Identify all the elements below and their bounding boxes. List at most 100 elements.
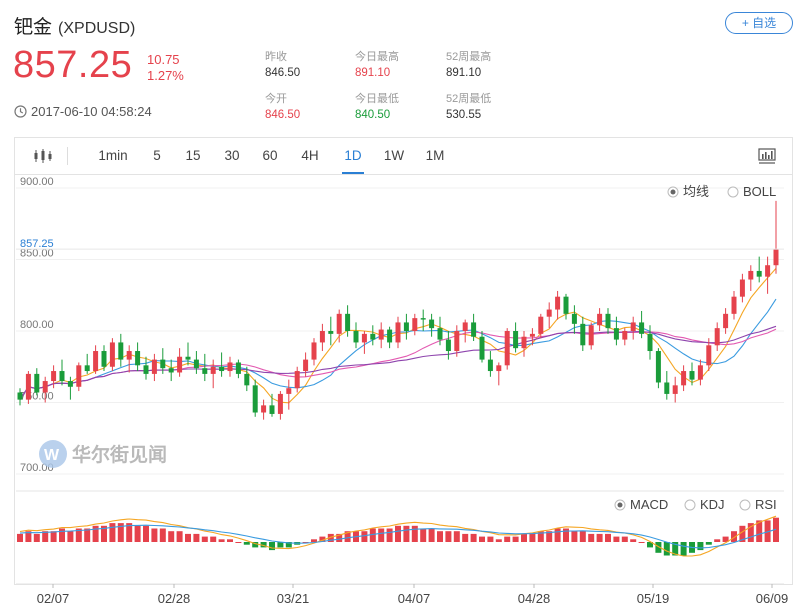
candle[interactable]: [336, 313, 342, 334]
candle[interactable]: [193, 359, 199, 369]
main-indicator-option-label[interactable]: BOLL: [743, 184, 776, 199]
period-tab[interactable]: 60: [262, 148, 278, 163]
candle[interactable]: [286, 388, 292, 394]
candlestick-type-icon[interactable]: [33, 148, 53, 164]
candle[interactable]: [84, 365, 90, 372]
main-indicator-option-label[interactable]: 均线: [683, 184, 709, 199]
candle[interactable]: [168, 368, 174, 373]
candle[interactable]: [664, 382, 670, 394]
candle[interactable]: [613, 328, 619, 340]
candle[interactable]: [185, 356, 191, 360]
candle[interactable]: [319, 331, 325, 343]
candle[interactable]: [177, 356, 183, 373]
candle[interactable]: [588, 325, 594, 346]
candle[interactable]: [109, 342, 115, 367]
candle[interactable]: [462, 322, 468, 331]
candle[interactable]: [412, 318, 418, 331]
candle[interactable]: [697, 365, 703, 380]
candle[interactable]: [403, 322, 409, 331]
period-tab[interactable]: 1D: [342, 138, 364, 174]
candle[interactable]: [429, 319, 435, 329]
candle[interactable]: [504, 331, 510, 366]
candle[interactable]: [244, 373, 250, 386]
candle[interactable]: [605, 313, 611, 329]
period-tab[interactable]: 15: [185, 148, 201, 163]
candle[interactable]: [714, 328, 720, 346]
candle[interactable]: [773, 249, 779, 266]
sub-indicator-radio[interactable]: [684, 499, 696, 511]
candle[interactable]: [479, 336, 485, 360]
sub-indicator-option-label[interactable]: KDJ: [700, 497, 725, 512]
candle[interactable]: [706, 345, 712, 366]
period-tab[interactable]: 5: [153, 148, 161, 163]
sub-indicator-option-label[interactable]: RSI: [755, 497, 777, 512]
sub-indicator-option-label[interactable]: MACD: [630, 497, 668, 512]
candle[interactable]: [269, 405, 275, 414]
candle[interactable]: [471, 322, 477, 337]
candle[interactable]: [378, 329, 384, 340]
candle[interactable]: [311, 342, 317, 360]
candle[interactable]: [34, 373, 40, 393]
candle[interactable]: [496, 365, 502, 372]
candle[interactable]: [546, 309, 552, 317]
candle[interactable]: [395, 322, 401, 343]
candle[interactable]: [387, 329, 393, 343]
candle[interactable]: [353, 331, 359, 343]
candle[interactable]: [437, 328, 443, 340]
candle[interactable]: [17, 392, 23, 400]
candle[interactable]: [42, 381, 48, 393]
candle[interactable]: [202, 368, 208, 374]
candle[interactable]: [126, 351, 132, 360]
candle[interactable]: [571, 313, 577, 324]
candle[interactable]: [160, 359, 166, 369]
candle[interactable]: [277, 393, 283, 414]
candle[interactable]: [521, 336, 527, 349]
candle[interactable]: [765, 265, 771, 277]
candle[interactable]: [420, 318, 426, 320]
candle[interactable]: [639, 322, 645, 334]
candle[interactable]: [538, 316, 544, 334]
candle[interactable]: [689, 371, 695, 380]
candle[interactable]: [25, 373, 31, 400]
candle[interactable]: [210, 366, 216, 374]
candle[interactable]: [723, 313, 729, 329]
candle[interactable]: [630, 322, 636, 331]
period-tab[interactable]: 1W: [383, 148, 405, 163]
candle[interactable]: [756, 270, 762, 277]
candle[interactable]: [748, 270, 754, 280]
candle[interactable]: [529, 333, 535, 337]
candle[interactable]: [445, 339, 451, 352]
candle[interactable]: [681, 371, 687, 386]
candle[interactable]: [67, 381, 73, 387]
candle[interactable]: [303, 359, 309, 372]
candle[interactable]: [597, 313, 603, 326]
candle[interactable]: [563, 296, 569, 314]
candle[interactable]: [739, 279, 745, 297]
candle[interactable]: [731, 296, 737, 314]
add-watchlist-button[interactable]: + 自选: [725, 12, 793, 34]
candle[interactable]: [51, 371, 57, 382]
candle[interactable]: [487, 359, 493, 372]
candle[interactable]: [219, 366, 225, 372]
candle[interactable]: [235, 362, 241, 374]
period-tab[interactable]: 30: [224, 148, 240, 163]
candle[interactable]: [361, 333, 367, 343]
chart-settings-icon[interactable]: [758, 148, 776, 165]
candle[interactable]: [454, 331, 460, 352]
candle[interactable]: [370, 333, 376, 340]
candle[interactable]: [151, 359, 157, 374]
candle[interactable]: [513, 331, 519, 349]
candle[interactable]: [135, 351, 141, 366]
candle[interactable]: [647, 333, 653, 352]
candle[interactable]: [76, 365, 82, 387]
candle[interactable]: [93, 351, 99, 372]
candle[interactable]: [555, 296, 561, 310]
candle[interactable]: [294, 371, 300, 389]
candle[interactable]: [252, 385, 258, 413]
candle[interactable]: [622, 331, 628, 340]
main-indicator-radio[interactable]: [727, 186, 739, 198]
candle[interactable]: [101, 351, 107, 367]
candle[interactable]: [655, 351, 661, 383]
period-tab[interactable]: 1M: [425, 148, 445, 163]
